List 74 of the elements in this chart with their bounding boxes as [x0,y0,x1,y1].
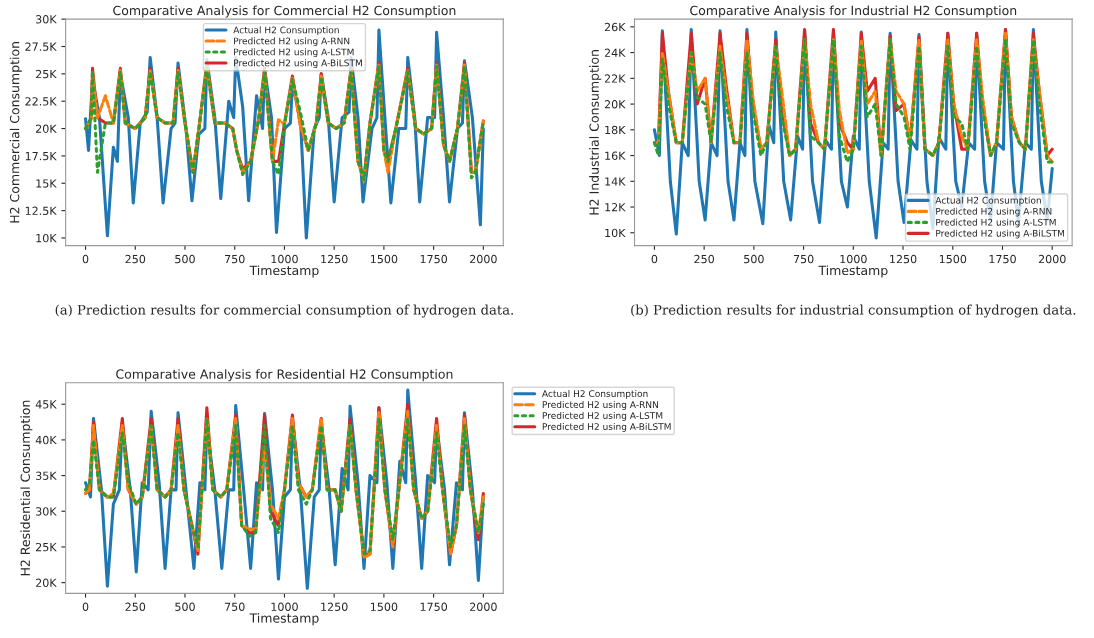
y-tick-label: 14K [605,177,626,186]
legend-label: Predicted H2 using A-BiLSTM [234,59,362,69]
x-tick-label: 1000 [840,254,867,264]
x-tick-label: 2000 [470,254,497,264]
x-tick-label: 1000 [271,602,298,611]
x-tick-label: 1750 [989,254,1016,264]
legend-label: Predicted H2 using A-BiLSTM [542,423,671,432]
y-tick-label: 25K [36,542,57,552]
y-tick-label: 27.5K [25,42,57,51]
y-tick-label: 30K [36,15,57,24]
x-tick-label: 2000 [470,602,497,611]
x-tick-label: 500 [175,602,195,611]
x-tick-label: 0 [82,254,89,264]
y-tick-label: 25K [36,69,57,79]
y-axis-title: H2 Commercial Consumption [9,42,22,223]
legend-label: Predicted H2 using A-RNN [936,207,1052,217]
chart-title: Comparative Analysis for Commercial H2 Consumption [113,5,456,18]
x-tick-label: 1250 [321,254,348,264]
y-axis-title: H2 Residential Consumption [20,400,33,576]
y-tick-label: 20K [36,124,57,133]
y-axis-title: H2 Industrial Consumption [589,50,602,215]
x-tick-label: 1750 [420,254,448,264]
x-axis-title: Timestamp [249,265,319,278]
x-tick-label: 0 [82,602,89,611]
y-tick-label: 35K [36,471,57,480]
x-tick-label: 1750 [420,602,448,611]
x-tick-label: 1250 [321,602,348,611]
x-tick-label: 750 [225,602,245,611]
y-tick-label: 45K [35,400,57,409]
y-tick-label: 12K [605,203,626,212]
legend-label: Predicted H2 using A-RNN [542,401,658,410]
legend-label: Actual H2 Consumption [233,26,339,36]
y-tick-label: 20K [36,578,57,588]
x-tick-label: 500 [744,254,764,264]
legend-label: Predicted H2 using A-LSTM [936,218,1056,228]
text: (b) Prediction results for industrial consumption of hydrogen data. [631,304,1076,318]
x-tick-label: 2000 [1038,254,1066,264]
x-tick-label: 0 [651,254,658,264]
x-tick-label: 1000 [271,254,298,264]
y-tick-label: 15K [36,179,57,188]
y-tick-label: 22.5K [25,97,57,106]
y-tick-label: 10K [36,233,57,243]
x-tick-label: 1500 [939,254,967,264]
y-tick-label: 24K [604,48,626,57]
text: (a) Prediction results for commercial consumption of hydrogen data. [55,304,514,318]
legend-label: Actual H2 Consumption [935,196,1041,206]
x-axis-title: Timestamp [818,265,888,278]
legend-label: Predicted H2 using A-RNN [234,37,350,47]
x-tick-label: 250 [125,254,146,264]
x-axis-title: Timestamp [249,613,319,626]
legend-label: Predicted H2 using A-BiLSTM [936,229,1065,239]
chart-title: Comparative Analysis for Industrial H2 Consumption [690,5,1017,18]
y-tick-label: 12.5K [25,206,57,215]
x-tick-label: 250 [694,254,714,264]
y-tick-label: 18K [605,125,626,135]
x-tick-label: 1250 [890,254,917,264]
y-tick-label: 10K [605,228,626,238]
x-tick-label: 1500 [370,602,398,611]
legend-label: Actual H2 Consumption [541,390,648,399]
y-tick-label: 20K [604,100,626,109]
x-tick-label: 1500 [370,254,398,264]
x-tick-label: 250 [125,602,146,611]
legend-label: Predicted H2 using A-LSTM [234,48,354,58]
y-tick-label: 26K [604,22,626,32]
y-tick-label: 30K [36,507,57,516]
x-tick-label: 750 [225,254,245,264]
y-tick-label: 22K [604,74,626,83]
x-tick-label: 750 [793,254,814,264]
chart-title: Comparative Analysis for Residential H2 Consumption [116,369,453,382]
y-tick-label: 16K [605,151,626,160]
x-tick-label: 500 [175,254,195,264]
y-tick-label: 17.5K [25,152,57,161]
y-tick-label: 40K [35,435,57,445]
legend-label: Predicted H2 using A-LSTM [542,412,663,421]
